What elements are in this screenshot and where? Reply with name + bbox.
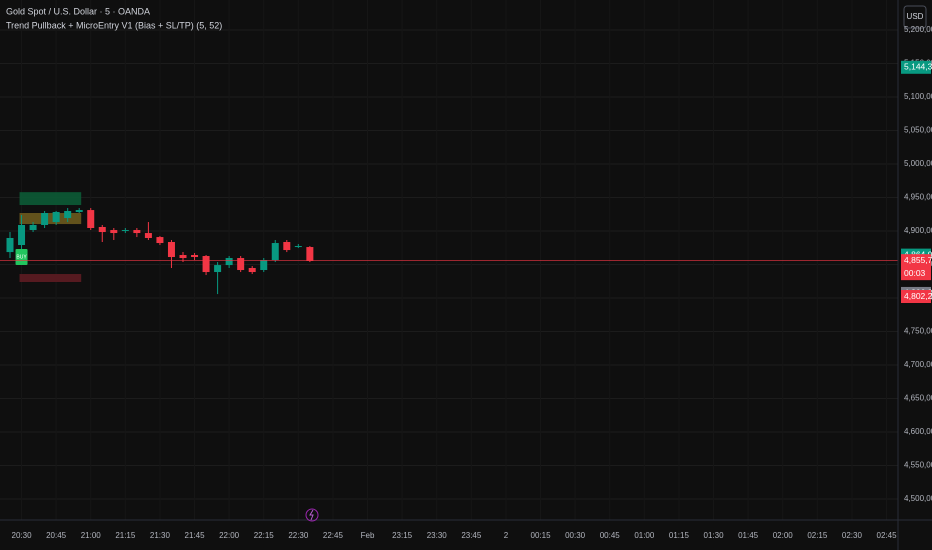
candle-body — [87, 210, 95, 229]
candle-body — [98, 227, 106, 233]
candle-body — [156, 237, 164, 244]
candle-body — [29, 224, 37, 231]
candle-body — [64, 210, 72, 219]
y-tick-label: 5,200,000 — [904, 25, 932, 34]
candle-body — [133, 230, 141, 234]
x-tick-label: 01:45 — [738, 531, 759, 540]
currency-label[interactable]: USD — [907, 12, 924, 21]
candle-body — [52, 211, 60, 223]
candle-body — [202, 256, 210, 273]
x-tick-label: 20:45 — [46, 531, 67, 540]
x-tick-label: Feb — [361, 531, 375, 540]
zone — [19, 274, 82, 283]
y-tick-label: 4,700,000 — [904, 360, 932, 369]
candle-body — [191, 255, 199, 258]
candle-body — [214, 265, 222, 273]
candle-body — [41, 212, 49, 225]
price-tag — [901, 60, 931, 74]
signal-label: BUY — [16, 254, 27, 260]
candle-body — [248, 268, 256, 273]
x-tick-label: 02:30 — [842, 531, 863, 540]
countdown: 00:03 — [904, 268, 926, 278]
grid — [0, 29, 898, 500]
candle-body — [75, 210, 83, 212]
x-tick-label: 00:15 — [531, 531, 552, 540]
candle-body — [294, 246, 302, 248]
x-tick-label: 21:45 — [185, 531, 206, 540]
candle-body — [121, 230, 129, 232]
candle-body — [179, 255, 187, 259]
x-tick-label: 2 — [504, 531, 509, 540]
event-icon-bolt — [309, 509, 314, 521]
currency-button[interactable] — [903, 5, 927, 29]
x-tick-label: 00:45 — [600, 531, 621, 540]
y-tick-label: 4,600,000 — [904, 427, 932, 436]
price-tag-label: 4,855,775 — [904, 255, 932, 265]
candle-body — [110, 230, 118, 234]
x-tick-label: 22:30 — [288, 531, 309, 540]
candle-body — [225, 258, 233, 266]
candle-body — [167, 242, 175, 258]
x-tick-label: 01:30 — [704, 531, 725, 540]
zone — [19, 212, 82, 225]
price-tag — [901, 290, 931, 304]
x-tick-label: 22:45 — [323, 531, 344, 540]
candle-body — [283, 242, 291, 251]
x-tick-label: 21:30 — [150, 531, 171, 540]
x-tick-label: 21:15 — [115, 531, 136, 540]
y-tick-label: 4,500,000 — [904, 494, 932, 503]
y-tick-label: 4,900,000 — [904, 226, 932, 235]
price-tag-label: 5,144,375 — [904, 62, 932, 72]
y-tick-label: 4,550,000 — [904, 461, 932, 470]
x-tick-label: 20:30 — [12, 531, 33, 540]
candle-body — [271, 243, 279, 261]
candle-body — [237, 258, 245, 271]
price-tag-label: 4,802,269 — [904, 291, 932, 301]
x-tick-label: 22:15 — [254, 531, 275, 540]
y-tick-label: 5,100,000 — [904, 92, 932, 101]
y-tick-label: 5,050,000 — [904, 126, 932, 135]
y-tick-label: 5,000,000 — [904, 159, 932, 168]
x-tick-label: 02:00 — [773, 531, 794, 540]
indicator-title: Trend Pullback + MicroEntry V1 (Bias + S… — [6, 20, 222, 30]
candle-body — [18, 224, 26, 246]
x-tick-label: 23:15 — [392, 531, 413, 540]
signal-box — [15, 249, 28, 266]
plot: BUY — [0, 192, 898, 295]
x-tick-label: 01:15 — [669, 531, 690, 540]
candle-body — [260, 260, 268, 271]
candle-body — [144, 233, 152, 238]
x-tick-label: 21:00 — [81, 531, 102, 540]
y-tick-label: 4,950,000 — [904, 193, 932, 202]
candle-body — [6, 237, 14, 253]
price-tag — [901, 254, 931, 281]
x-tick-label: 01:00 — [634, 531, 655, 540]
y-tick-label: 4,650,000 — [904, 394, 932, 403]
candle-body — [306, 247, 314, 261]
event-icon[interactable] — [305, 508, 319, 522]
x-tick-label: 00:30 — [565, 531, 586, 540]
zone — [19, 192, 82, 206]
x-tick-label: 02:45 — [877, 531, 898, 540]
x-tick-label: 23:30 — [427, 531, 448, 540]
x-tick-label: 02:15 — [807, 531, 828, 540]
x-tick-label: 22:00 — [219, 531, 240, 540]
chart-title: Gold Spot / U.S. Dollar · 5 · OANDA — [6, 6, 150, 16]
y-tick-label: 4,750,000 — [904, 327, 932, 336]
x-tick-label: 23:45 — [461, 531, 482, 540]
